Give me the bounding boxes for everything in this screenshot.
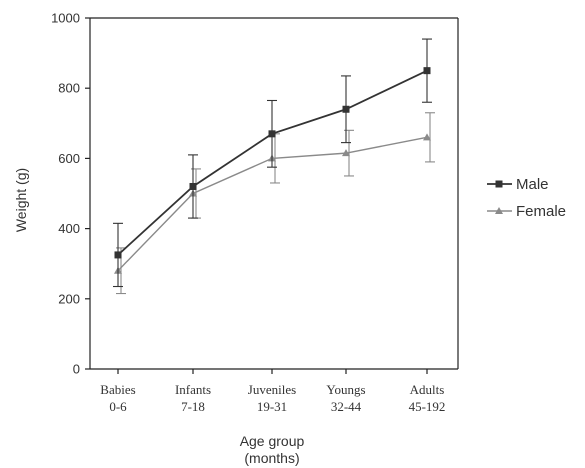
- legend-marker-male: [495, 180, 503, 188]
- x-tick-label: Adults: [410, 382, 445, 397]
- x-axis-title-line1: Age group: [240, 433, 305, 449]
- y-tick-label: 0: [73, 362, 80, 377]
- y-axis: 0 200 400 600 800 1000: [51, 11, 459, 377]
- series-male: [113, 38, 432, 288]
- x-tick-label: Juveniles: [248, 382, 296, 397]
- legend-marker-female: [495, 207, 503, 214]
- x-axis: Babies 0-6 Infants 7-18 Juveniles 19-31 Youngs…: [90, 368, 458, 414]
- x-tick-label: Youngs: [326, 382, 365, 397]
- point-male: [189, 182, 197, 190]
- y-tick-label: 200: [58, 291, 80, 306]
- point-female: [342, 149, 350, 157]
- point-male: [342, 105, 350, 113]
- legend-label-male: Male: [516, 176, 549, 193]
- point-male: [268, 130, 276, 138]
- legend: Male Female: [487, 176, 566, 220]
- x-axis-title-line2: (months): [244, 450, 299, 466]
- y-tick-label: 800: [58, 81, 80, 96]
- legend-item-female: Female: [487, 203, 566, 220]
- x-tick-sublabel: 32-44: [331, 399, 362, 414]
- point-female: [423, 133, 431, 141]
- x-tick-label: Infants: [175, 382, 211, 397]
- x-tick-sublabel: 45-192: [409, 399, 446, 414]
- legend-label-female: Female: [516, 203, 566, 220]
- y-tick-label: 1000: [51, 11, 80, 26]
- y-tick-label: 400: [58, 221, 80, 236]
- series-female: [114, 112, 435, 295]
- series-layer: [113, 38, 435, 295]
- x-tick-sublabel: 0-6: [109, 399, 127, 414]
- x-tick-sublabel: 7-18: [181, 399, 205, 414]
- point-male: [423, 67, 431, 75]
- error-bar-female: [425, 112, 435, 163]
- x-tick-sublabel: 19-31: [257, 399, 287, 414]
- x-tick-label: Babies: [100, 382, 135, 397]
- legend-item-male: Male: [487, 176, 549, 193]
- point-male: [114, 251, 122, 259]
- y-tick-label: 600: [58, 151, 80, 166]
- y-axis-title: Weight (g): [13, 168, 29, 232]
